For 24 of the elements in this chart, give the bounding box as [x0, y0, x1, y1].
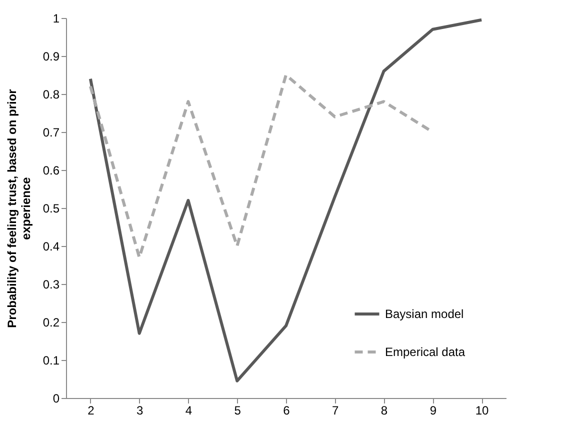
x-tick-label: 10: [475, 404, 490, 418]
x-tick-label: 9: [430, 404, 437, 418]
x-tick-label: 7: [332, 404, 340, 418]
y-tick-label: 0.6: [42, 164, 60, 178]
x-tick-label: 8: [380, 404, 388, 418]
y-tick-label: 0.7: [42, 126, 60, 140]
line-series: [88, 18, 484, 382]
legend-label: Baysian model: [385, 307, 464, 321]
y-tick-label: 0: [52, 392, 60, 406]
x-tick-label: 4: [185, 404, 192, 418]
y-tick-label: 0.3: [42, 278, 60, 292]
y-tick-label: 0.9: [42, 50, 60, 64]
y-tick-label: 0.8: [42, 88, 60, 102]
y-tick-label: 1: [52, 12, 60, 26]
legend-label: Emperical data: [385, 345, 466, 359]
y-tick-label: 0.1: [42, 354, 60, 368]
x-tick-label: 2: [88, 404, 95, 418]
y-tick-label: 0.4: [42, 240, 60, 254]
y-axis-title: Probability of feeling trust, based on prior experience: [4, 88, 33, 328]
x-tick-label: 3: [136, 404, 144, 418]
y-tick-label: 0.5: [42, 202, 60, 216]
y-tick-label: 0.2: [42, 316, 60, 330]
x-tick-label: 6: [283, 404, 290, 418]
x-tick-label: 5: [234, 404, 242, 418]
